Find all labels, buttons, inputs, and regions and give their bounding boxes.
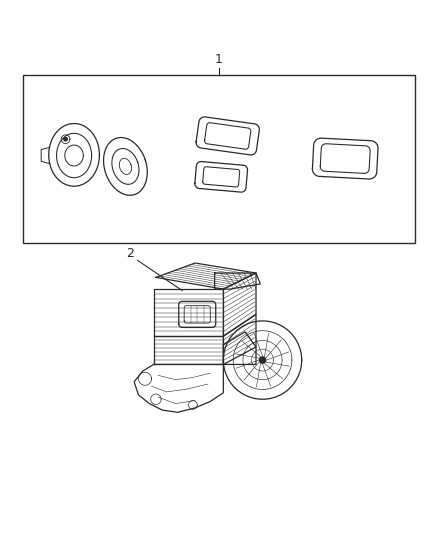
Bar — [23, 75, 415, 243]
Text: 2: 2 — [126, 247, 134, 260]
Text: 1: 1 — [215, 53, 223, 66]
Polygon shape — [259, 357, 266, 363]
Polygon shape — [64, 138, 67, 141]
